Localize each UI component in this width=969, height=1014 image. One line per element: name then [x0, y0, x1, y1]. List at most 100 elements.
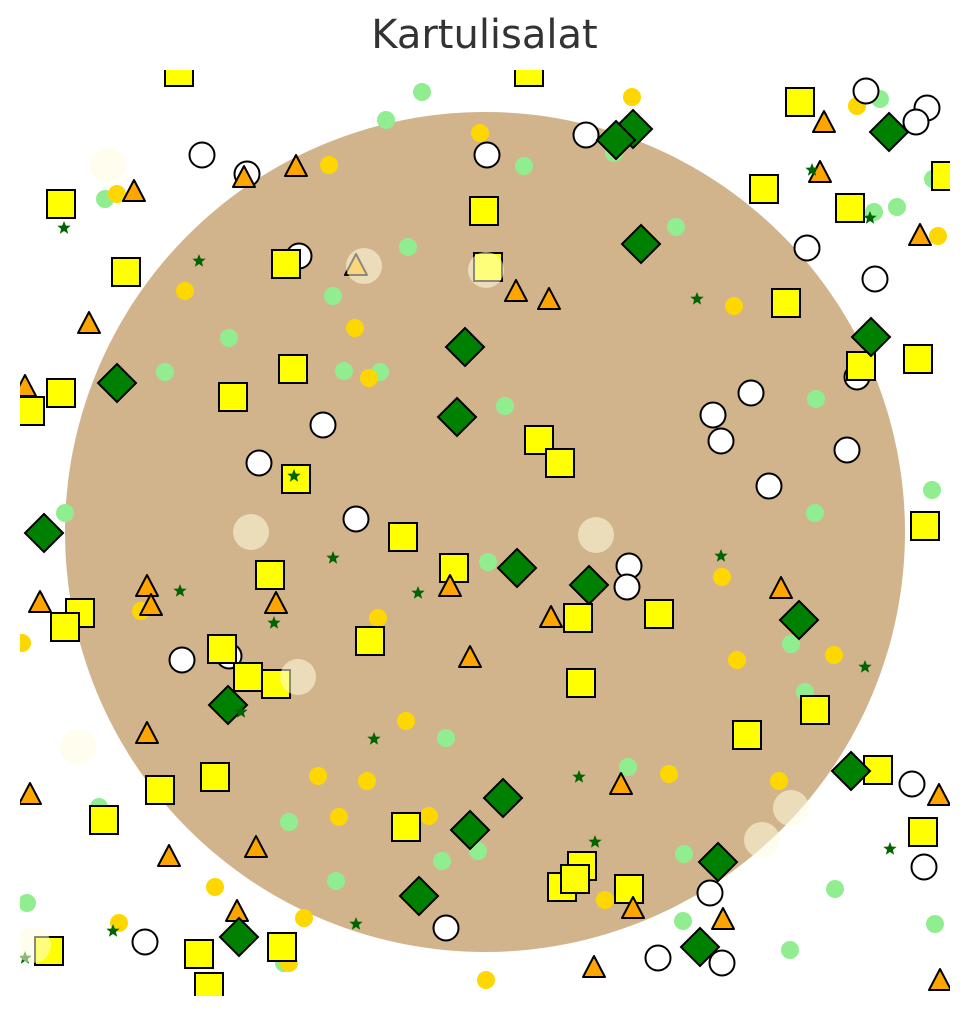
- potato-square-icon: [614, 874, 644, 904]
- carrot-triangle-icon: [769, 576, 793, 599]
- carrot-triangle-icon: [928, 968, 950, 991]
- corn-dot-icon: [295, 909, 313, 927]
- dill-star-icon: [192, 254, 206, 267]
- corn-dot-icon: [110, 914, 128, 932]
- potato-square-icon: [355, 626, 385, 656]
- mayo-blob-icon: [233, 514, 269, 550]
- potato-square-icon: [46, 378, 76, 408]
- corn-dot-icon: [728, 651, 746, 669]
- carrot-triangle-icon: [135, 721, 159, 744]
- pea-dot-icon: [327, 872, 345, 890]
- potato-square-icon: [644, 599, 674, 629]
- carrot-triangle-icon: [135, 574, 159, 597]
- potato-square-icon: [271, 249, 301, 279]
- pea-dot-icon: [807, 390, 825, 408]
- dill-star-icon: [714, 549, 728, 562]
- corn-dot-icon: [346, 319, 364, 337]
- potato-square-icon: [545, 448, 575, 478]
- pea-dot-icon: [20, 894, 36, 912]
- corn-dot-icon: [108, 185, 126, 203]
- corn-dot-icon: [477, 971, 495, 989]
- dill-star-icon: [326, 551, 340, 564]
- corn-dot-icon: [770, 772, 788, 790]
- egg-circle-icon: [833, 436, 861, 464]
- potato-square-icon: [732, 720, 762, 750]
- dill-star-icon: [572, 770, 586, 783]
- carrot-triangle-icon: [28, 590, 52, 613]
- pickle-diamond-icon: [436, 396, 478, 438]
- potato-square-icon: [388, 522, 418, 552]
- pea-dot-icon: [56, 504, 74, 522]
- pea-dot-icon: [280, 813, 298, 831]
- pickle-diamond-icon: [697, 841, 739, 883]
- corn-dot-icon: [623, 88, 641, 106]
- egg-circle-icon: [613, 573, 641, 601]
- mayo-blob-icon: [20, 927, 51, 963]
- corn-dot-icon: [596, 891, 614, 909]
- potato-square-icon: [771, 288, 801, 318]
- corn-dot-icon: [825, 646, 843, 664]
- egg-circle-icon: [168, 646, 196, 674]
- pickle-diamond-icon: [595, 119, 637, 161]
- carrot-triangle-icon: [609, 772, 633, 795]
- egg-circle-icon: [644, 944, 672, 972]
- pickle-diamond-icon: [96, 362, 138, 404]
- mayo-blob-icon: [578, 517, 614, 553]
- pickle-diamond-icon: [868, 111, 910, 153]
- dill-star-icon: [690, 292, 704, 305]
- egg-circle-icon: [910, 853, 938, 881]
- carrot-triangle-icon: [20, 374, 37, 397]
- carrot-triangle-icon: [537, 287, 561, 310]
- corn-dot-icon: [725, 297, 743, 315]
- carrot-triangle-icon: [139, 593, 163, 616]
- pickle-diamond-icon: [620, 223, 662, 265]
- egg-circle-icon: [696, 879, 724, 907]
- potato-square-icon: [255, 560, 285, 590]
- dill-star-icon: [173, 584, 187, 597]
- carrot-triangle-icon: [812, 110, 836, 133]
- potato-square-icon: [908, 817, 938, 847]
- potato-square-icon: [145, 775, 175, 805]
- potato-square-icon: [524, 425, 554, 455]
- egg-circle-icon: [737, 379, 765, 407]
- pea-dot-icon: [377, 111, 395, 129]
- potato-square-icon: [514, 70, 544, 87]
- pea-dot-icon: [675, 845, 693, 863]
- carrot-triangle-icon: [582, 955, 606, 978]
- corn-dot-icon: [369, 609, 387, 627]
- carrot-triangle-icon: [711, 907, 735, 930]
- dill-star-icon: [234, 705, 248, 718]
- dill-star-icon: [287, 469, 301, 482]
- carrot-triangle-icon: [908, 223, 932, 246]
- carrot-triangle-icon: [77, 311, 101, 334]
- egg-circle-icon: [342, 505, 370, 533]
- mayo-blob-icon: [744, 822, 780, 858]
- pea-dot-icon: [496, 397, 514, 415]
- carrot-triangle-icon: [539, 605, 563, 628]
- mayo-blob-icon: [60, 729, 96, 765]
- potato-square-icon: [560, 864, 590, 894]
- potato-square-icon: [89, 805, 119, 835]
- potato-square-icon: [233, 662, 263, 692]
- pea-dot-icon: [399, 238, 417, 256]
- potato-square-icon: [278, 354, 308, 384]
- pea-dot-icon: [619, 758, 637, 776]
- dill-star-icon: [106, 924, 120, 937]
- pea-dot-icon: [220, 329, 238, 347]
- egg-circle-icon: [699, 401, 727, 429]
- corn-dot-icon: [176, 282, 194, 300]
- pea-dot-icon: [782, 635, 800, 653]
- corn-dot-icon: [360, 369, 378, 387]
- pickle-diamond-icon: [449, 809, 491, 851]
- pickle-diamond-icon: [679, 926, 721, 968]
- corn-dot-icon: [206, 878, 224, 896]
- pickle-diamond-icon: [218, 916, 260, 958]
- egg-circle-icon: [755, 472, 783, 500]
- pea-dot-icon: [667, 218, 685, 236]
- carrot-triangle-icon: [157, 844, 181, 867]
- mayo-blob-icon: [468, 252, 504, 288]
- potato-square-icon: [164, 70, 194, 87]
- carrot-triangle-icon: [927, 783, 950, 806]
- dill-star-icon: [858, 660, 872, 673]
- dill-star-icon: [367, 732, 381, 745]
